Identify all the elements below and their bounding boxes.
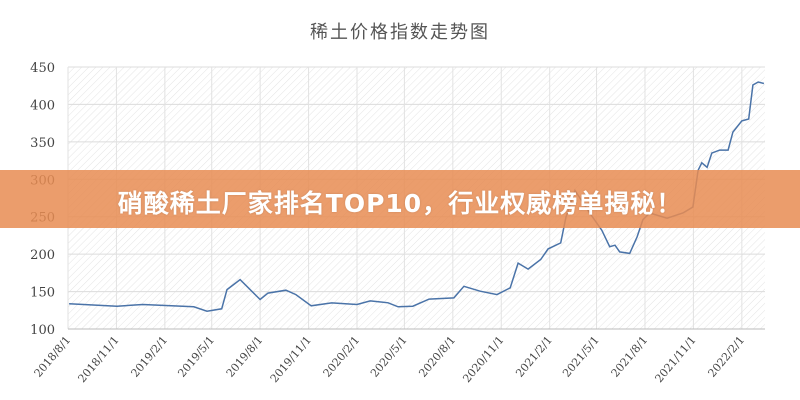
x-tick-label: 2021/5/1 (560, 334, 602, 380)
x-tick-label: 2022/2/1 (705, 334, 747, 380)
series-line (69, 81, 765, 312)
banner (0, 170, 800, 228)
x-tick-label: 2020/11/1 (460, 334, 506, 386)
chart-title: 稀土价格指数走势图 (310, 22, 490, 43)
x-tick-label: 2020/8/1 (416, 334, 458, 380)
y-tick-label: 350 (30, 136, 55, 151)
x-tick-label: 2019/11/1 (268, 334, 314, 386)
x-tick-label: 2019/5/1 (175, 334, 217, 380)
y-tick-label: 450 (30, 61, 55, 76)
x-tick-label: 2020/2/1 (321, 334, 363, 380)
x-tick-label: 2020/5/1 (368, 334, 410, 380)
x-tick-label: 2018/8/1 (32, 334, 74, 380)
y-tick-label: 200 (30, 248, 55, 263)
x-tick-label: 2019/8/1 (224, 334, 266, 380)
y-tick-label: 150 (30, 286, 55, 301)
banner-headline: 硝酸稀土厂家排名TOP10，行业权威榜单揭秘！ (117, 189, 683, 218)
x-tick-label: 2021/11/1 (652, 334, 698, 386)
x-tick-label: 2021/2/1 (513, 334, 555, 380)
x-tick-label: 2021/8/1 (609, 334, 651, 380)
y-tick-label: 400 (30, 98, 55, 113)
y-tick-label: 100 (30, 323, 55, 338)
x-tick-label: 2019/2/1 (128, 334, 170, 380)
x-tick-label: 2018/11/1 (76, 334, 122, 386)
